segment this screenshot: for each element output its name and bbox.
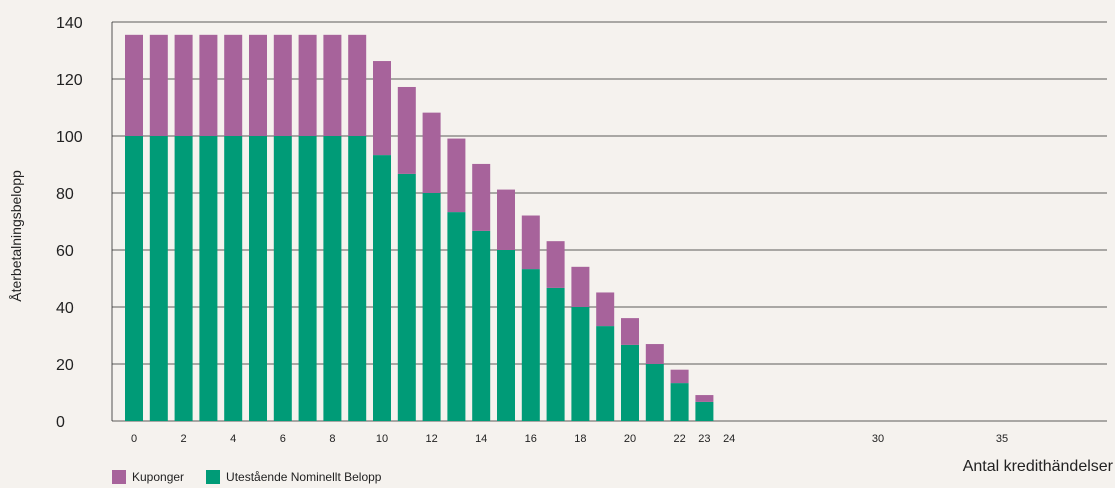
bar-nominellt-3 [199,136,218,421]
bar-nominellt-6 [273,136,292,421]
bar-kuponger-3 [199,34,218,137]
bar-kuponger-17 [546,241,565,288]
bar-kuponger-10 [373,61,391,156]
bar-kuponger-21 [645,344,664,364]
x-tick-label: 16 [525,433,537,445]
bar-kuponger-9 [348,34,367,137]
bar-kuponger-15 [497,189,515,250]
y-tick-label: 0 [56,414,65,431]
bars [125,34,714,421]
bar-nominellt-20 [621,344,639,421]
legend-label-kuponger: Kuponger [132,470,185,484]
x-tick-label: 22 [673,433,685,445]
bar-nominellt-15 [497,250,515,421]
bar-nominellt-13 [447,212,466,421]
x-tick-label: 23 [698,433,710,445]
bar-nominellt-4 [224,136,243,421]
legend: Kuponger Utestående Nominellt Belopp [112,468,403,486]
y-axis: 0 20 40 60 80 100 120 140 [56,15,83,431]
x-tick-label: 6 [280,433,286,445]
bar-kuponger-20 [621,318,639,345]
x-tick-label: 24 [723,433,735,445]
bar-kuponger-2 [174,34,193,137]
legend-item-kuponger: Kuponger [112,470,184,484]
x-tick-label: 0 [131,433,137,445]
y-axis-title: Återbetalningsbelopp [8,170,24,302]
bar-nominellt-17 [546,287,565,421]
bar-kuponger-12 [422,112,441,193]
bar-kuponger-16 [521,215,540,270]
bar-kuponger-14 [472,163,491,231]
x-tick-label: 4 [230,433,236,445]
legend-item-nominellt: Utestående Nominellt Belopp [206,470,381,484]
bar-nominellt-8 [323,136,342,421]
x-tick-label: 20 [624,433,636,445]
bar-kuponger-22 [670,369,689,384]
bar-nominellt-2 [174,136,193,421]
legend-label-nominellt: Utestående Nominellt Belopp [226,470,382,484]
bar-nominellt-7 [298,136,317,421]
x-axis: 02468101214161820222324303540 [131,433,1008,445]
x-tick-label: 10 [376,433,388,445]
bar-kuponger-6 [273,34,292,137]
x-tick-label: 8 [329,433,335,445]
bar-nominellt-18 [571,307,590,421]
bar-nominellt-5 [249,136,267,421]
bar-nominellt-23 [695,401,714,421]
bar-kuponger-18 [571,266,590,307]
y-tick-label: 80 [56,186,74,203]
bar-nominellt-9 [348,136,367,421]
y-tick-label: 60 [56,243,74,260]
x-axis-title: Antal kredithändelser [962,458,1113,475]
bar-kuponger-13 [447,138,466,213]
bar-nominellt-1 [149,136,168,421]
x-tick-label: 14 [475,433,487,445]
y-tick-label: 20 [56,357,74,374]
bar-nominellt-19 [596,326,615,421]
bar-kuponger-0 [125,34,143,137]
bar-nominellt-21 [645,364,664,421]
bar-nominellt-0 [125,136,143,421]
bar-nominellt-16 [521,269,540,421]
y-tick-label: 40 [56,300,74,317]
bar-nominellt-22 [670,383,689,421]
y-tick-label: 120 [56,72,83,89]
bar-nominellt-11 [397,173,416,421]
bar-kuponger-19 [596,292,615,327]
x-tick-label: 35 [996,433,1008,445]
bar-kuponger-1 [149,34,168,137]
x-tick-label: 18 [574,433,586,445]
bar-kuponger-8 [323,34,342,137]
bar-nominellt-10 [373,155,391,421]
bar-kuponger-4 [224,34,243,137]
legend-swatch-nominellt [206,470,221,484]
x-tick-label: 30 [872,433,884,445]
bar-kuponger-5 [249,34,267,137]
bar-kuponger-11 [397,86,416,174]
x-tick-label: 12 [425,433,437,445]
bar-nominellt-12 [422,193,441,421]
legend-swatch-kuponger [112,470,126,484]
bar-nominellt-14 [472,230,491,421]
x-tick-label: 2 [181,433,187,445]
bar-kuponger-7 [298,34,317,137]
y-tick-label: 100 [56,129,83,146]
bar-kuponger-23 [695,395,714,402]
y-tick-label: 140 [56,15,83,32]
